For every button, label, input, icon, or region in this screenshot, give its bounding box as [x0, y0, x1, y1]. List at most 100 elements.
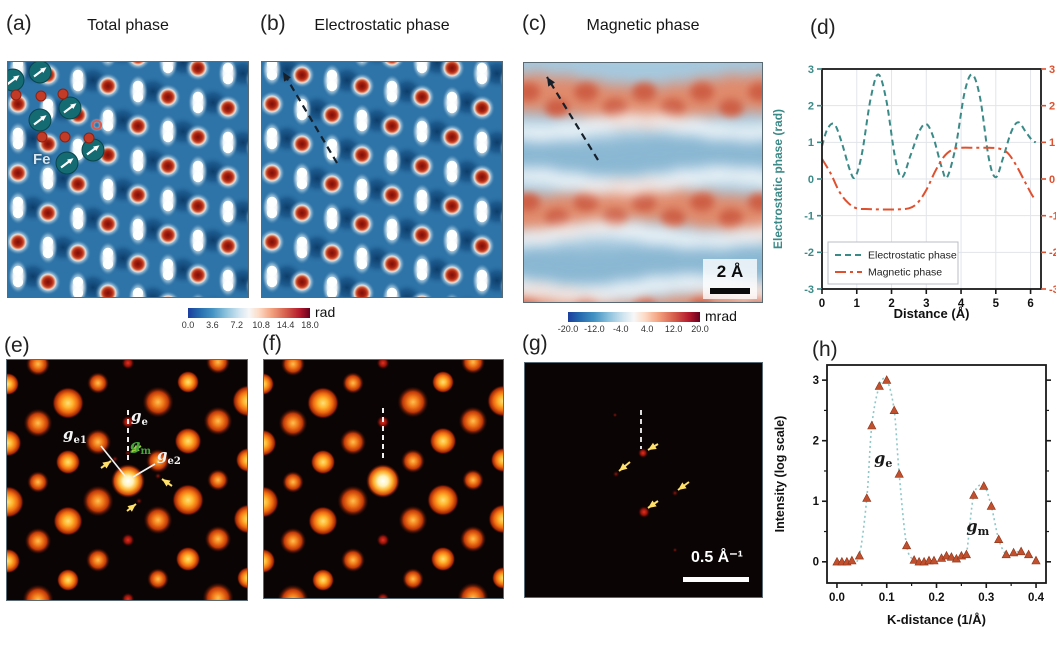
svg-text:0: 0 [1049, 174, 1055, 186]
ge-sub: e [141, 417, 148, 428]
atom-model-overlay [8, 62, 105, 175]
panel-title-magnetic-phase: Magnetic phase [586, 17, 700, 34]
svg-text:3: 3 [808, 64, 814, 76]
ge1-main: g [63, 425, 74, 443]
svg-text:-3: -3 [804, 284, 814, 296]
colorbar-mrad [568, 312, 700, 322]
white-blobs [262, 62, 492, 297]
dashed-direction-arrow [282, 71, 338, 164]
ge2-sub: e2 [167, 456, 181, 467]
satellite-arrow [100, 460, 112, 469]
svg-text:-3: -3 [1049, 284, 1056, 296]
svg-text:3: 3 [1049, 64, 1055, 76]
chart-h-ylabel: Intensity (log scale) [773, 416, 787, 533]
svg-text:4: 4 [958, 298, 965, 310]
peak-label-e: ge [874, 449, 892, 471]
magnetic-spot [638, 448, 648, 458]
colorbar-rad-label: rad [315, 304, 336, 320]
ge2-vector-line [132, 463, 156, 478]
o-atom [83, 132, 95, 144]
gm-arrow [130, 444, 142, 453]
line-profile-chart: Electrostatic phase (rad) -3 -2 -1 0 1 2 3 -3 -2… [771, 64, 1056, 310]
dashed-direction-arrow [546, 76, 599, 161]
svg-text:-1: -1 [804, 210, 814, 222]
magnetic-spot [612, 470, 620, 478]
svg-text:0.1: 0.1 [879, 592, 896, 604]
ge-vector-label: ge [131, 409, 148, 428]
svg-text:1: 1 [813, 496, 820, 508]
legend-box [827, 241, 959, 285]
scalebar-g-bar [683, 577, 749, 582]
scalebar-g-text: 0.5 Å⁻¹ [690, 549, 743, 566]
series-dashed [822, 73, 1037, 180]
ge1-vector-line [100, 445, 126, 477]
svg-text:0.3: 0.3 [978, 592, 994, 604]
panel-label-b: (b) [260, 12, 286, 35]
svg-text:0.2: 0.2 [929, 592, 945, 604]
scalebar-c-text: 2 Å [716, 262, 744, 281]
colorbar-mrad-ticks: -20.0 -12.0 -4.0 4.0 12.0 20.0 [558, 324, 709, 336]
svg-text:-1: -1 [1049, 210, 1056, 222]
satellite-arrow [126, 503, 137, 512]
chart-h-xlabel: K-distance (1/Å) [887, 612, 986, 627]
scalebar-c-bar [710, 288, 750, 294]
svg-text:1: 1 [1049, 137, 1055, 149]
total-phase-image [7, 61, 249, 298]
intensity-markers [832, 375, 1041, 566]
panel-title-electrostatic-phase: Electrostatic phase [314, 17, 450, 34]
svg-text:5: 5 [993, 298, 1000, 310]
gm-vector-label: gm [130, 438, 151, 457]
red-band-nodes [524, 83, 762, 302]
atom-columns [8, 62, 248, 297]
magnetic-satellite-spot [124, 449, 132, 457]
colorbar-tick: 12.0 [664, 324, 683, 334]
panel-title-total-phase: Total phase [87, 17, 169, 34]
o-atom [36, 131, 48, 143]
svg-text:-2: -2 [804, 247, 814, 259]
panel-label-d: (d) [810, 16, 836, 39]
svg-text:6: 6 [1027, 298, 1033, 310]
colorbar-tick: 7.2 [230, 320, 244, 330]
colorbar-tick: 18.0 [301, 320, 319, 330]
chart-d-ylabel: Electrostatic phase (rad) [771, 109, 785, 249]
svg-text:1: 1 [808, 137, 814, 149]
o-atom-label: O [91, 117, 103, 134]
ge2-vector-label: ge2 [157, 448, 181, 467]
satellite-arrow [161, 478, 173, 487]
svg-text:0.0: 0.0 [829, 592, 845, 604]
ge2-main: g [157, 446, 168, 464]
colorbar-tick: -20.0 [557, 324, 579, 334]
svg-text:3: 3 [813, 375, 819, 387]
colorbar-tick: 10.8 [252, 320, 270, 330]
magnetic-spot [671, 489, 679, 497]
colorbar-mrad-label: mrad [705, 308, 737, 324]
bragg-spots [264, 360, 503, 598]
o-atom [10, 89, 22, 101]
svg-text:3: 3 [923, 298, 929, 310]
satellite-arrow [647, 500, 659, 509]
svg-text:2: 2 [813, 435, 819, 447]
magnetic-spot [638, 506, 650, 518]
svg-text:-2: -2 [1049, 247, 1056, 259]
satellite-arrow [647, 442, 659, 451]
series-dashdot [822, 146, 1037, 211]
gm-main: g [130, 436, 141, 454]
svg-text:2: 2 [888, 298, 894, 310]
ge-main: g [131, 407, 142, 425]
series-group [822, 73, 1037, 211]
peak-label-m: gm [966, 517, 989, 539]
panel-label-g: (g) [522, 332, 548, 355]
panel-label-e: (e) [4, 334, 30, 357]
atom-columns [262, 62, 502, 297]
fft-total-image [6, 359, 248, 601]
svg-text:Electrostatic phase: Electrostatic phase [868, 250, 957, 262]
bragg-spots [7, 360, 247, 600]
panel-label-a: (a) [6, 12, 32, 35]
intensity-profile-chart: Intensity (log scale) 0 1 2 3 0.0 0.1 0.2 0.3 0.… [773, 364, 1051, 604]
svg-text:2: 2 [808, 100, 814, 112]
magnetic-satellite-spot [154, 472, 162, 480]
svg-text:2: 2 [1049, 100, 1055, 112]
panel-label-c: (c) [522, 12, 547, 35]
panel-label-h: (h) [812, 338, 838, 361]
